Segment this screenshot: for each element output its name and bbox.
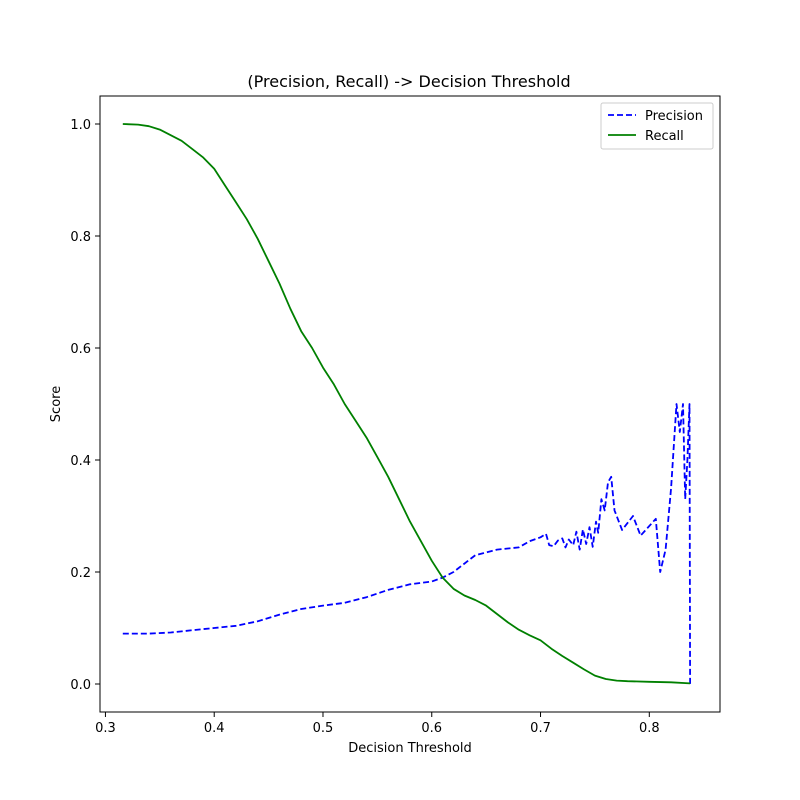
legend-recall-label: Recall (645, 129, 684, 144)
x-tick-label: 0.8 (639, 721, 660, 736)
y-tick-label: 0.8 (70, 230, 91, 245)
x-axis-ticks: 0.3 0.4 0.5 0.6 0.7 0.8 (95, 712, 660, 736)
y-axis-label: Score (49, 386, 64, 422)
x-axis-label: Decision Threshold (348, 741, 472, 756)
y-tick-label: 0.2 (70, 566, 91, 581)
x-tick-label: 0.4 (204, 721, 225, 736)
x-tick-label: 0.5 (313, 721, 334, 736)
x-tick-label: 0.6 (421, 721, 442, 736)
legend: Precision Recall (600, 102, 714, 150)
y-tick-label: 1.0 (70, 118, 91, 133)
series-line-recall (122, 123, 691, 685)
x-tick-label: 0.7 (530, 721, 551, 736)
y-tick-label: 0.6 (70, 342, 91, 357)
plot-lines (122, 123, 691, 685)
y-tick-label: 0.0 (70, 678, 91, 693)
y-tick-label: 0.4 (70, 454, 91, 469)
chart-title: (Precision, Recall) -> Decision Threshol… (247, 72, 570, 91)
legend-precision-label: Precision (645, 109, 703, 124)
x-tick-label: 0.3 (95, 721, 116, 736)
series-line-precision (122, 403, 691, 685)
y-axis-ticks: 0.0 0.2 0.4 0.6 0.8 1.0 (70, 118, 100, 693)
plot-frame (99, 95, 721, 713)
